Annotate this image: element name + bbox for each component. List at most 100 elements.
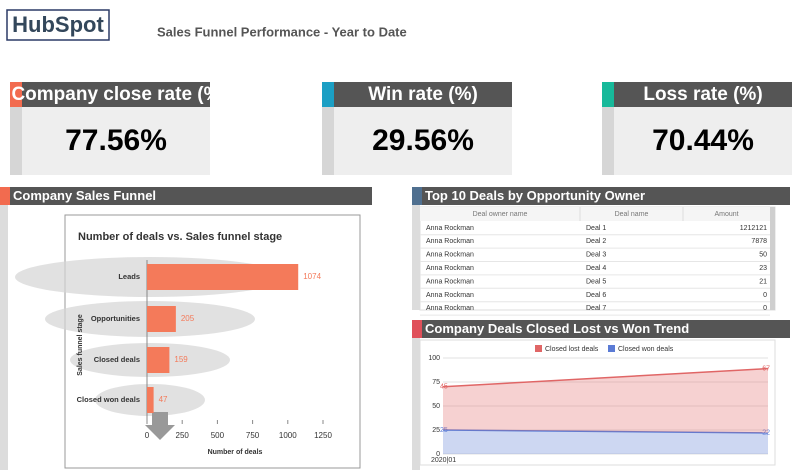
y-tick-label: Opportunities xyxy=(91,314,140,323)
chart-box xyxy=(64,214,361,469)
table-cell: Deal 2 xyxy=(586,238,606,245)
table-cell: 0 xyxy=(763,292,767,299)
table-cell: Anna Rockman xyxy=(426,278,474,285)
table-cell: Anna Rockman xyxy=(426,225,474,232)
kpi-header xyxy=(10,82,210,107)
value-label: 67 xyxy=(762,365,770,372)
x-axis-label: Number of deals xyxy=(208,449,263,456)
value-label: 47 xyxy=(159,395,168,404)
value-label: 45 xyxy=(440,384,448,391)
y-tick-label: 25 xyxy=(432,427,440,434)
panel-title: Company Deals Closed Lost vs Won Trend xyxy=(425,321,689,336)
y-axis-label: Sales funnel stage xyxy=(77,314,84,376)
panel-accent xyxy=(412,187,422,205)
legend-label: Closed lost deals xyxy=(545,346,599,353)
x-tick-label: 2020|01 xyxy=(431,457,456,464)
y-tick-label: 75 xyxy=(432,379,440,386)
table-cell: Deal 5 xyxy=(586,278,606,285)
area-line xyxy=(442,429,769,434)
panel-strip xyxy=(412,338,420,470)
panel-header xyxy=(0,187,372,205)
y-tick-label: Closed deals xyxy=(94,355,140,364)
value-label: 205 xyxy=(181,314,195,323)
table-cell: 0 xyxy=(763,305,767,312)
kpi-strip xyxy=(10,107,22,175)
panel-accent xyxy=(412,320,422,338)
area-fill xyxy=(443,430,768,454)
chart-box xyxy=(419,339,776,466)
y-tick-label: Leads xyxy=(118,272,140,281)
kpi-value: 70.44% xyxy=(652,124,754,157)
legend-swatch xyxy=(608,345,615,352)
table-box xyxy=(419,206,776,311)
table-cell: Deal 7 xyxy=(586,305,606,312)
bar xyxy=(147,387,154,413)
kpi-body xyxy=(322,107,512,175)
kpi-header xyxy=(602,82,792,107)
area-fill xyxy=(443,368,768,433)
panel-strip xyxy=(412,205,420,310)
table-cell: Anna Rockman xyxy=(426,265,474,272)
legend-swatch xyxy=(535,345,542,352)
kpi-label: Loss rate (%) xyxy=(643,84,762,105)
column-header: Deal name xyxy=(615,211,649,218)
panel-title: Top 10 Deals by Opportunity Owner xyxy=(425,188,645,203)
kpi-accent xyxy=(322,82,334,107)
kpi-body xyxy=(602,107,792,175)
kpi-header xyxy=(322,82,512,107)
bar xyxy=(147,306,176,332)
table-cell: 50 xyxy=(759,252,767,259)
logo: HubSpot xyxy=(12,12,104,37)
kpi-label: Company close rate (% xyxy=(11,84,220,105)
column-header: Amount xyxy=(714,211,738,218)
kpi-accent xyxy=(602,82,614,107)
x-tick-label: 0 xyxy=(145,431,150,440)
x-tick-label: 250 xyxy=(176,431,190,440)
kpi-strip xyxy=(602,107,614,175)
bar xyxy=(147,347,170,373)
x-tick-label: 500 xyxy=(211,431,225,440)
value-label: 1074 xyxy=(303,272,321,281)
funnel-arrow xyxy=(145,412,175,440)
table-cell: 1212121 xyxy=(740,225,767,232)
table-cell: 21 xyxy=(759,278,767,285)
x-tick-label: 1000 xyxy=(279,431,297,440)
bar xyxy=(147,264,299,290)
kpi-value: 29.56% xyxy=(372,124,474,157)
y-tick-label: Closed won deals xyxy=(77,395,140,404)
x-tick-label: 750 xyxy=(246,431,260,440)
panel-title: Company Sales Funnel xyxy=(13,188,156,203)
logo-box xyxy=(6,9,110,41)
x-tick-label: 1250 xyxy=(314,431,332,440)
chart-title: Number of deals vs. Sales funnel stage xyxy=(78,231,282,243)
table-cell: Anna Rockman xyxy=(426,238,474,245)
legend-label: Closed won deals xyxy=(618,346,674,353)
panel-header xyxy=(412,187,790,205)
page-title: Sales Funnel Performance - Year to Date xyxy=(157,24,407,39)
table-cell: Deal 6 xyxy=(586,292,606,299)
value-label: 159 xyxy=(174,355,188,364)
value-label: 25 xyxy=(440,427,448,434)
scrollbar xyxy=(770,207,775,310)
area-line xyxy=(442,367,769,388)
y-tick-label: 50 xyxy=(432,403,440,410)
panel-strip xyxy=(0,205,8,470)
table-cell: Deal 4 xyxy=(586,265,606,272)
table-cell: Deal 1 xyxy=(586,225,606,232)
panel-header xyxy=(412,320,790,338)
y-tick-label: 100 xyxy=(428,355,440,362)
y-tick-label: 0 xyxy=(436,451,440,458)
column-header: Deal owner name xyxy=(473,211,528,218)
kpi-label: Win rate (%) xyxy=(368,84,478,105)
table-cell: Deal 3 xyxy=(586,252,606,259)
table-cell: 7878 xyxy=(751,238,767,245)
table-cell: Anna Rockman xyxy=(426,305,474,312)
panel-accent xyxy=(0,187,10,205)
table-cell: Anna Rockman xyxy=(426,252,474,259)
table-cell: Anna Rockman xyxy=(426,292,474,299)
kpi-strip xyxy=(322,107,334,175)
value-label: 22 xyxy=(762,430,770,437)
kpi-body xyxy=(10,107,210,175)
kpi-accent xyxy=(10,82,22,107)
